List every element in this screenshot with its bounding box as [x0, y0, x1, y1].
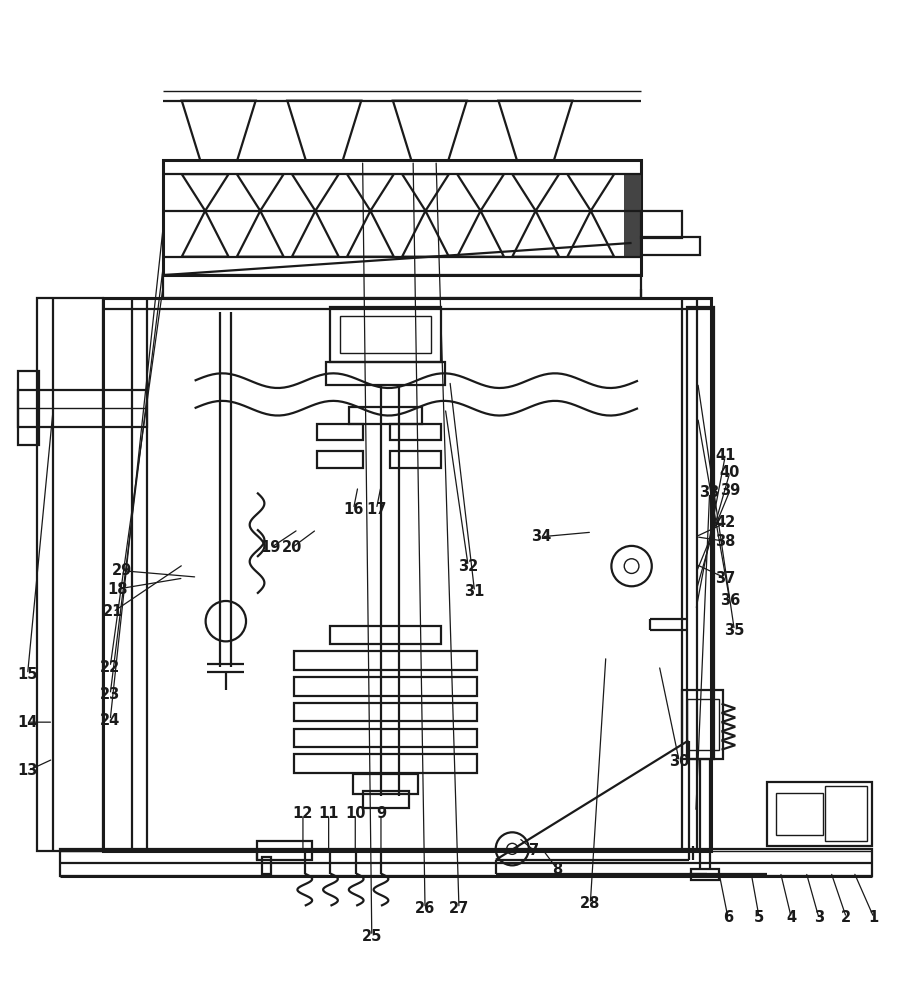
Bar — [624, 174, 641, 257]
Bar — [317, 424, 363, 440]
Bar — [349, 407, 422, 424]
Bar — [776, 793, 823, 835]
Text: 34: 34 — [532, 529, 552, 544]
Text: 33: 33 — [700, 485, 720, 500]
Text: 13: 13 — [17, 763, 38, 778]
Text: 10: 10 — [345, 806, 365, 821]
Text: 30: 30 — [669, 754, 689, 769]
Text: 37: 37 — [715, 571, 735, 586]
Bar — [330, 307, 441, 362]
Bar — [687, 307, 714, 759]
Bar — [340, 316, 431, 353]
Text: 19: 19 — [261, 540, 281, 555]
Text: 23: 23 — [100, 687, 120, 702]
Bar — [60, 849, 872, 876]
Bar — [257, 841, 312, 860]
Bar — [390, 451, 441, 468]
Bar — [294, 729, 477, 747]
Text: 24: 24 — [100, 713, 120, 728]
Bar — [353, 774, 418, 794]
Bar — [18, 371, 39, 445]
Bar — [641, 211, 682, 238]
Text: 2: 2 — [841, 910, 852, 925]
Text: 20: 20 — [282, 540, 302, 555]
Text: 29: 29 — [112, 563, 132, 578]
Text: 42: 42 — [715, 515, 735, 530]
Text: 28: 28 — [580, 896, 600, 911]
Text: 16: 16 — [343, 502, 364, 517]
Text: 36: 36 — [720, 593, 740, 608]
Bar — [824, 786, 867, 841]
Bar — [317, 451, 363, 468]
Bar — [294, 651, 477, 670]
Text: 25: 25 — [362, 929, 382, 944]
Bar — [691, 869, 719, 880]
Text: 7: 7 — [529, 843, 540, 858]
Bar — [163, 275, 641, 298]
Text: 22: 22 — [100, 660, 120, 675]
Text: 17: 17 — [366, 502, 386, 517]
Text: 8: 8 — [552, 862, 563, 877]
Text: 32: 32 — [458, 559, 478, 574]
Text: 40: 40 — [720, 465, 740, 480]
Bar — [687, 699, 719, 750]
Bar — [37, 298, 103, 851]
Text: 9: 9 — [375, 806, 386, 821]
Text: 21: 21 — [103, 604, 123, 619]
Bar — [262, 857, 271, 874]
Bar — [641, 237, 700, 255]
Bar — [18, 390, 147, 427]
Bar — [767, 782, 872, 846]
Bar — [363, 791, 409, 808]
Bar — [294, 677, 477, 696]
Text: 18: 18 — [107, 582, 128, 597]
Bar — [330, 626, 441, 644]
Text: 27: 27 — [449, 901, 469, 916]
Bar — [294, 754, 477, 773]
Bar — [326, 362, 445, 385]
Bar — [682, 690, 723, 759]
Text: 12: 12 — [293, 806, 313, 821]
Bar — [390, 424, 441, 440]
Text: 15: 15 — [17, 667, 38, 682]
Text: 4: 4 — [786, 910, 797, 925]
Text: 1: 1 — [868, 910, 879, 925]
Bar — [294, 703, 477, 721]
Text: 26: 26 — [415, 901, 435, 916]
Text: 38: 38 — [715, 534, 735, 549]
Text: 39: 39 — [720, 483, 740, 498]
Text: 6: 6 — [722, 910, 733, 925]
Text: 11: 11 — [319, 806, 339, 821]
Text: 41: 41 — [715, 448, 735, 463]
Text: 3: 3 — [813, 910, 824, 925]
Text: 5: 5 — [754, 910, 765, 925]
Text: 14: 14 — [17, 715, 38, 730]
Bar — [163, 160, 641, 275]
Text: 31: 31 — [465, 584, 485, 599]
Bar — [103, 298, 711, 851]
Text: 35: 35 — [724, 623, 744, 638]
